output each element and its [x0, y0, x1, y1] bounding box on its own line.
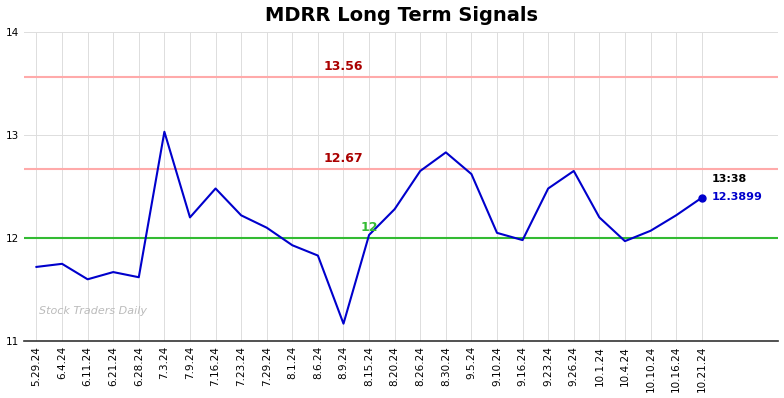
Text: 12.67: 12.67: [324, 152, 363, 165]
Text: 13.56: 13.56: [324, 60, 363, 73]
Title: MDRR Long Term Signals: MDRR Long Term Signals: [264, 6, 538, 25]
Text: 12: 12: [361, 221, 378, 234]
Text: 13:38: 13:38: [712, 174, 747, 184]
Text: 12.3899: 12.3899: [712, 192, 763, 202]
Text: Stock Traders Daily: Stock Traders Daily: [38, 306, 147, 316]
